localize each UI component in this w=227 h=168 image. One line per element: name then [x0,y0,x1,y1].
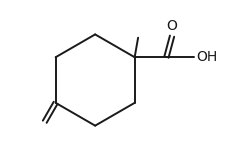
Text: OH: OH [195,50,217,64]
Text: O: O [166,19,177,33]
